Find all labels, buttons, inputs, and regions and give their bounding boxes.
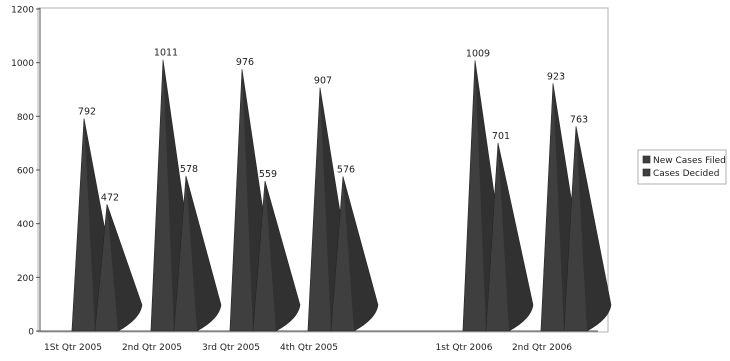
cone-shade [186,175,221,331]
bar-cases-decided [252,180,301,332]
bar-cases-decided [173,175,222,332]
x-tick-label: 1st Qtr 2006 [436,343,493,353]
legend: New Cases Filed Cases Decided [637,149,727,185]
cone-shade [107,204,142,331]
cone-shade [576,126,611,332]
legend-swatch [642,155,651,164]
x-tick-label: 2nd Qtr 2006 [512,343,572,353]
x-tick-label: 1St Qtr 2005 [44,343,102,353]
bar-cases-decided [485,142,534,332]
y-tick-label: 1000 [11,59,34,69]
data-label: 923 [547,71,565,82]
data-label: 976 [236,57,254,68]
y-tick-label: 0 [28,328,34,338]
y-tick-label: 800 [17,113,34,123]
y-tick-label: 600 [17,167,34,177]
legend-swatch [642,168,651,177]
data-label: 472 [101,192,119,203]
bar-cases-decided [563,126,612,332]
cone-shade [343,176,378,331]
legend-entry-label: Cases Decided [653,169,719,179]
x-tick-label: 3rd Qtr 2005 [202,343,260,353]
legend-entry-label: New Cases Filed [653,156,726,166]
legend-box [637,149,727,185]
data-label: 578 [180,164,198,175]
bar-cases-decided [94,204,143,332]
data-label: 1009 [466,48,490,59]
data-label: 701 [492,131,510,142]
x-tick-labels-layer: 1St Qtr 2005 2nd Qtr 2005 3rd Qtr 2005 4th … [44,343,572,353]
data-label: 576 [337,164,355,175]
cone-shade [498,142,533,331]
data-label: 792 [78,106,96,117]
y-tick-label: 1200 [11,6,34,16]
data-label: 1011 [154,48,178,59]
chart-marks-layer [71,59,612,332]
y-tick-label: 400 [17,220,34,230]
x-tick-label: 4th Qtr 2005 [280,343,338,353]
data-labels-layer: 792 472 1011 578 976 559 907 576 1009 701 923 763 [78,48,588,204]
x-tick-label: 2nd Qtr 2005 [122,343,182,353]
data-label: 559 [259,169,277,180]
bar-cases-decided [330,176,379,332]
y-tick-label: 200 [17,274,34,284]
cone-shade [265,181,300,331]
data-label: 907 [314,76,332,87]
data-label: 763 [570,114,588,125]
